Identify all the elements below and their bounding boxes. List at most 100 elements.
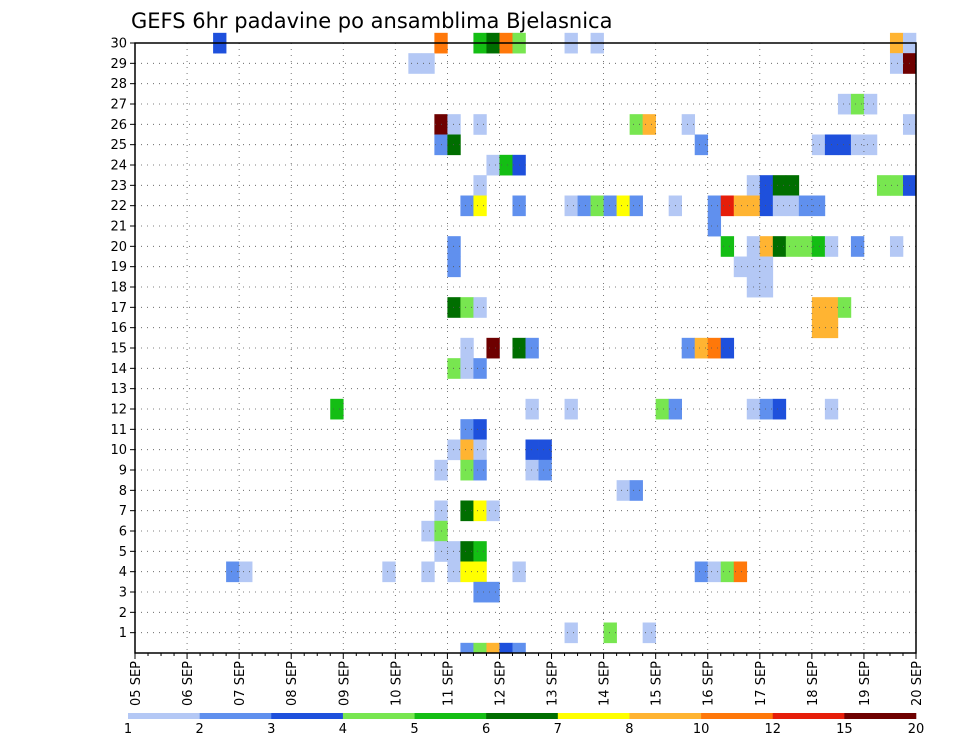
heat-cell xyxy=(616,480,630,501)
colorbar-swatch xyxy=(629,713,702,719)
x-tick-label: 09 SEP xyxy=(337,661,352,706)
colorbar: 1 2 3 4 5 6 7 8 10 12 15 20 xyxy=(124,713,924,737)
heat-cell xyxy=(447,358,461,379)
y-tick-label: 13 xyxy=(110,382,127,397)
heat-cell xyxy=(473,114,487,135)
heat-cell xyxy=(889,175,904,196)
heat-cell xyxy=(460,297,474,318)
heat-cell xyxy=(460,541,474,562)
heat-cell xyxy=(655,398,669,420)
heat-cell xyxy=(629,480,643,501)
heat-cell xyxy=(330,398,344,420)
x-tick-label: 17 SEP xyxy=(754,661,769,706)
heat-cell xyxy=(694,337,709,359)
heat-cell xyxy=(460,459,474,481)
heat-cell xyxy=(525,337,539,359)
heat-cell xyxy=(538,439,552,461)
heat-cell xyxy=(785,175,800,196)
heat-cell xyxy=(694,561,709,583)
heat-cell xyxy=(538,459,552,481)
heat-cell xyxy=(408,53,422,74)
heat-cell xyxy=(850,236,865,257)
x-tick-label: 07 SEP xyxy=(233,661,248,706)
heat-cell xyxy=(837,93,852,115)
colorbar-label: 3 xyxy=(267,722,275,737)
heat-cell xyxy=(850,93,865,115)
heat-cell xyxy=(473,642,487,654)
y-tick-label: 11 xyxy=(110,423,127,438)
y-tick-label: 28 xyxy=(110,77,127,92)
colorbar-label: 1 xyxy=(124,722,132,737)
heat-cell xyxy=(772,398,787,420)
heat-cell xyxy=(382,561,396,583)
colorbar-swatch xyxy=(342,713,415,719)
heat-cell xyxy=(525,459,539,481)
heat-cell xyxy=(460,419,474,440)
heat-cell xyxy=(629,114,643,135)
heat-cell xyxy=(707,195,722,217)
y-tick-label: 3 xyxy=(119,586,127,601)
colorbar-label: 12 xyxy=(764,722,781,737)
x-axis: 05 SEP 06 SEP 07 SEP 08 SEP 09 SEP 10 SEP 11 S… xyxy=(129,653,925,706)
x-tick-label: 13 SEP xyxy=(546,661,561,706)
x-tick-label: 05 SEP xyxy=(129,661,144,706)
heat-cell xyxy=(447,134,461,156)
heat-cell xyxy=(811,195,826,217)
heat-cell xyxy=(577,195,591,217)
heat-cell xyxy=(759,256,774,278)
y-tick-label: 9 xyxy=(119,464,127,479)
grid-layer xyxy=(135,42,916,653)
y-tick-label: 22 xyxy=(110,199,127,214)
heat-cell xyxy=(772,175,787,196)
heat-cell xyxy=(421,53,435,74)
colorbar-swatch xyxy=(199,713,272,719)
x-tick-label: 11 SEP xyxy=(441,661,456,706)
x-tick-label: 20 SEP xyxy=(910,661,925,706)
heat-cell xyxy=(473,419,487,440)
heat-cell xyxy=(707,561,722,583)
heat-cell xyxy=(564,195,578,217)
y-axis: 1234567891011121314151617181920212223242… xyxy=(110,37,135,641)
heat-cell xyxy=(447,114,461,135)
heat-cell xyxy=(473,175,487,196)
heat-cell xyxy=(850,134,865,156)
heat-cell xyxy=(473,561,487,583)
heat-cell xyxy=(486,642,500,654)
colorbar-label: 6 xyxy=(482,722,490,737)
heat-cell xyxy=(525,439,539,461)
heat-cell xyxy=(603,195,617,217)
heat-cell xyxy=(733,561,748,583)
heat-cell xyxy=(499,154,513,176)
y-tick-label: 4 xyxy=(119,565,127,580)
heat-cell xyxy=(226,561,240,583)
colorbar-swatch xyxy=(414,713,487,719)
y-tick-label: 23 xyxy=(110,179,127,194)
x-tick-label: 19 SEP xyxy=(858,661,873,706)
heat-cell xyxy=(460,500,474,522)
colorbar-label: 7 xyxy=(554,722,562,737)
heat-cell xyxy=(421,561,435,583)
x-tick-label: 18 SEP xyxy=(806,661,821,706)
y-tick-label: 16 xyxy=(110,321,127,336)
heat-cell xyxy=(447,256,461,278)
heat-cell xyxy=(720,561,735,583)
heat-cell xyxy=(811,297,826,318)
heat-cell xyxy=(720,195,735,217)
heat-cell xyxy=(421,520,435,542)
heat-cell xyxy=(707,215,722,237)
x-tick-label: 12 SEP xyxy=(493,661,508,706)
colorbar-swatch xyxy=(128,713,200,719)
heat-cell xyxy=(473,439,487,461)
heat-cell xyxy=(798,195,813,217)
heat-cell xyxy=(473,297,487,318)
heat-cell xyxy=(473,459,487,481)
heat-cell xyxy=(798,236,813,257)
colorbar-swatch xyxy=(271,713,344,719)
y-tick-label: 12 xyxy=(110,403,127,418)
y-tick-label: 8 xyxy=(119,484,127,499)
y-tick-label: 21 xyxy=(110,220,127,235)
heat-cell xyxy=(772,195,787,217)
y-tick-label: 24 xyxy=(110,159,127,174)
heat-cell xyxy=(863,93,878,115)
heat-cell xyxy=(460,358,474,379)
